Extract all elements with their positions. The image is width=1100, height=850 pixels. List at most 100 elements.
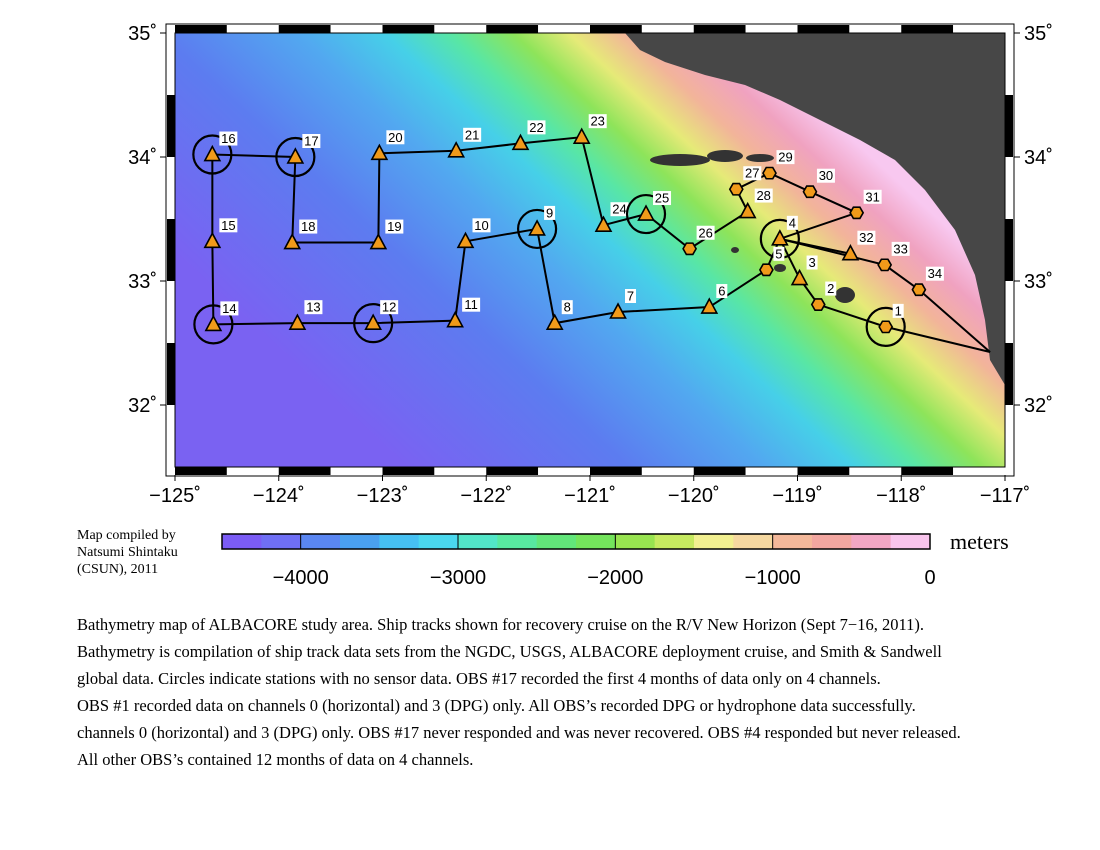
- y-tick-label: 32˚: [128, 395, 157, 417]
- frame-segment: [590, 467, 642, 475]
- frame-segment: [849, 467, 902, 475]
- colorbar-swatch: [615, 534, 656, 549]
- colorbar-swatch: [536, 534, 577, 549]
- frame-segment: [167, 281, 175, 343]
- station-label-box: [892, 303, 904, 318]
- no-data-circle: [865, 306, 906, 347]
- station-marker: [682, 242, 698, 256]
- land: [625, 33, 1005, 385]
- frame-segment: [167, 405, 175, 467]
- caption-line: global data. Circles indicate stations w…: [77, 669, 881, 688]
- x-tick-label: −118˚: [876, 485, 926, 507]
- islands: [650, 150, 855, 303]
- frame-segment: [1005, 157, 1013, 219]
- station-label: 14: [222, 301, 236, 316]
- frame-segment: [1005, 281, 1013, 343]
- station-marker: [447, 141, 465, 158]
- station-label: 26: [698, 225, 712, 240]
- station-marker: [203, 231, 222, 249]
- frame-segment: [167, 219, 175, 281]
- station-label-box: [472, 218, 491, 233]
- station-marker: [203, 144, 222, 162]
- station-marker: [738, 201, 757, 219]
- caption-line: channels 0 (horizontal) and 3 (DPG) only…: [77, 723, 961, 742]
- credit: Map compiled by Natsumi Shintaku (CSUN),…: [77, 528, 178, 577]
- colorbar-swatch: [261, 534, 302, 549]
- y-tick-label: 34˚: [128, 147, 157, 169]
- station-marker: [790, 268, 809, 286]
- station-label-box: [302, 134, 321, 148]
- station-marker: [758, 263, 774, 277]
- station-marker: [802, 185, 818, 199]
- y-tick-label: 33˚: [128, 271, 157, 293]
- frame-segment: [167, 343, 175, 405]
- station-label-box: [220, 301, 239, 316]
- x-tick-label: −125˚: [149, 485, 201, 507]
- station-label-box: [857, 230, 876, 245]
- station-label-box: [299, 219, 318, 234]
- station-label-box: [219, 218, 238, 233]
- station-label-box: [716, 284, 728, 299]
- frame-segment: [849, 25, 902, 33]
- frame-segment: [641, 467, 694, 475]
- station-label: 12: [382, 300, 396, 315]
- station-marker: [364, 313, 382, 330]
- station-label: 2: [827, 281, 834, 296]
- station-label-box: [561, 300, 573, 315]
- station-marker: [369, 232, 388, 250]
- colorbar-tick-label: −4000: [273, 567, 329, 589]
- y-tick-label: 32˚: [1024, 395, 1053, 417]
- station-marker: [283, 232, 302, 250]
- station-label-box: [653, 191, 672, 206]
- y-tick-label: 35˚: [128, 23, 157, 45]
- station-marker: [728, 182, 744, 196]
- frame-segment: [538, 467, 590, 475]
- station-label-box: [544, 205, 556, 220]
- colorbar-tick-label: −3000: [430, 567, 486, 589]
- station-marker: [771, 229, 789, 246]
- station-label: 16: [221, 131, 235, 146]
- frame-segment: [382, 25, 435, 33]
- station-label-box: [816, 168, 835, 183]
- station-marker: [849, 206, 865, 220]
- station-marker: [911, 283, 927, 297]
- station-label-box: [304, 300, 323, 315]
- station-marker: [810, 298, 826, 311]
- colorbar-swatch: [654, 534, 695, 549]
- colorbar-swatch: [812, 534, 852, 549]
- station-label: 5: [775, 246, 782, 261]
- frame-segment: [1005, 343, 1013, 405]
- station-marker: [528, 219, 546, 236]
- frame-segment: [1005, 95, 1013, 157]
- frame-segment: [175, 467, 227, 475]
- map-frame: [165, 23, 1015, 477]
- station-label-box: [462, 297, 481, 312]
- y-tick-label: 35˚: [1024, 23, 1053, 45]
- frame-segment: [797, 25, 850, 33]
- station-label: 32: [859, 230, 873, 245]
- frame-segment: [486, 467, 539, 475]
- station-marker: [370, 143, 389, 161]
- frame-segment: [167, 157, 175, 219]
- frame-segment: [797, 467, 850, 475]
- frame-segment: [226, 25, 279, 33]
- station-label: 19: [387, 219, 401, 234]
- station-label-box: [625, 289, 637, 303]
- caption-line: OBS #1 recorded data on channels 0 (hori…: [77, 696, 916, 715]
- colorbar-swatch: [772, 534, 813, 549]
- frame-segment: [226, 467, 279, 475]
- station-label-box: [825, 281, 837, 296]
- frame-segment: [278, 25, 331, 33]
- frame-segment: [1005, 405, 1013, 467]
- station-label-box: [386, 130, 405, 145]
- station-label-box: [786, 215, 798, 230]
- basemap: [175, 33, 1005, 467]
- station-label: 23: [590, 114, 604, 129]
- station-label-box: [743, 166, 762, 181]
- colorbar-swatch: [733, 534, 774, 549]
- station-label: 22: [529, 120, 543, 135]
- station-label: 25: [655, 191, 669, 206]
- caption-line: Bathymetry map of ALBACORE study area. S…: [77, 615, 924, 634]
